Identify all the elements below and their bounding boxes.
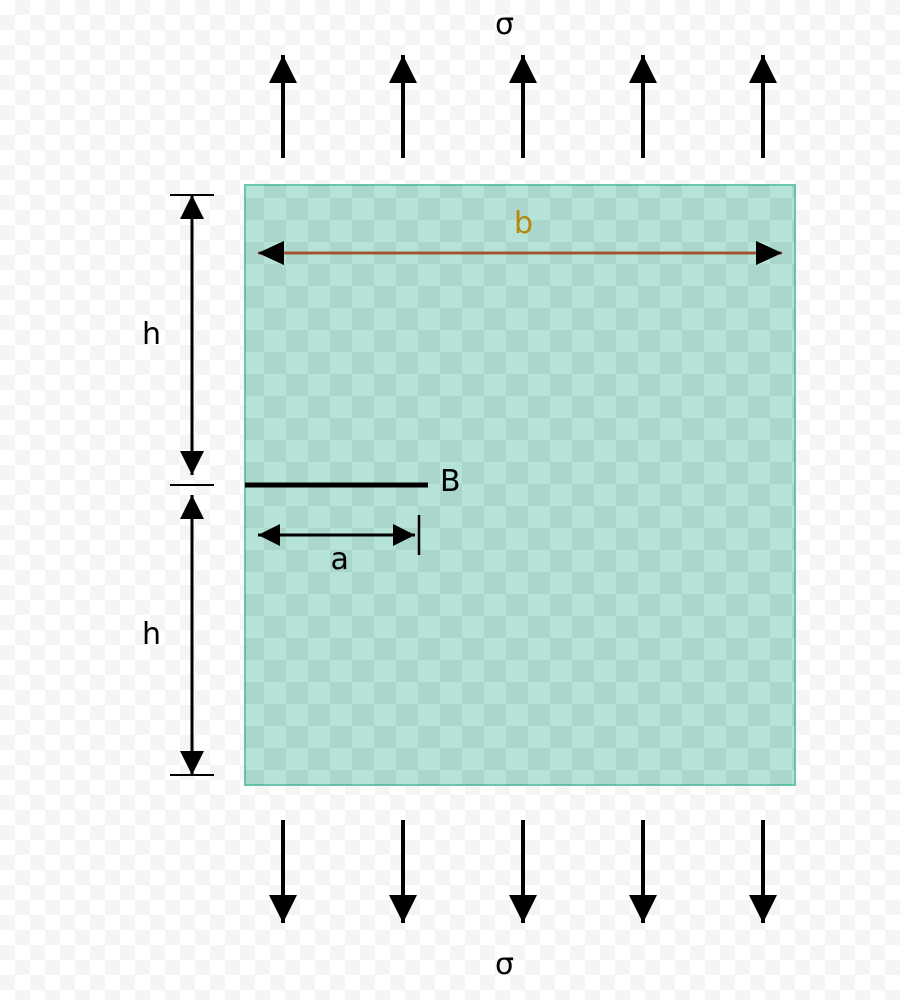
crack-tip-B-label: B <box>440 467 461 497</box>
sigma-top-label: σ <box>495 10 514 40</box>
diagram-svg <box>0 0 900 1000</box>
height-h-lower-label: h <box>142 620 161 650</box>
height-h-upper-label: h <box>142 320 161 350</box>
sigma-bottom-label: σ <box>495 950 514 980</box>
crack-a-label: a <box>331 545 349 575</box>
width-b-label: b <box>514 209 533 239</box>
